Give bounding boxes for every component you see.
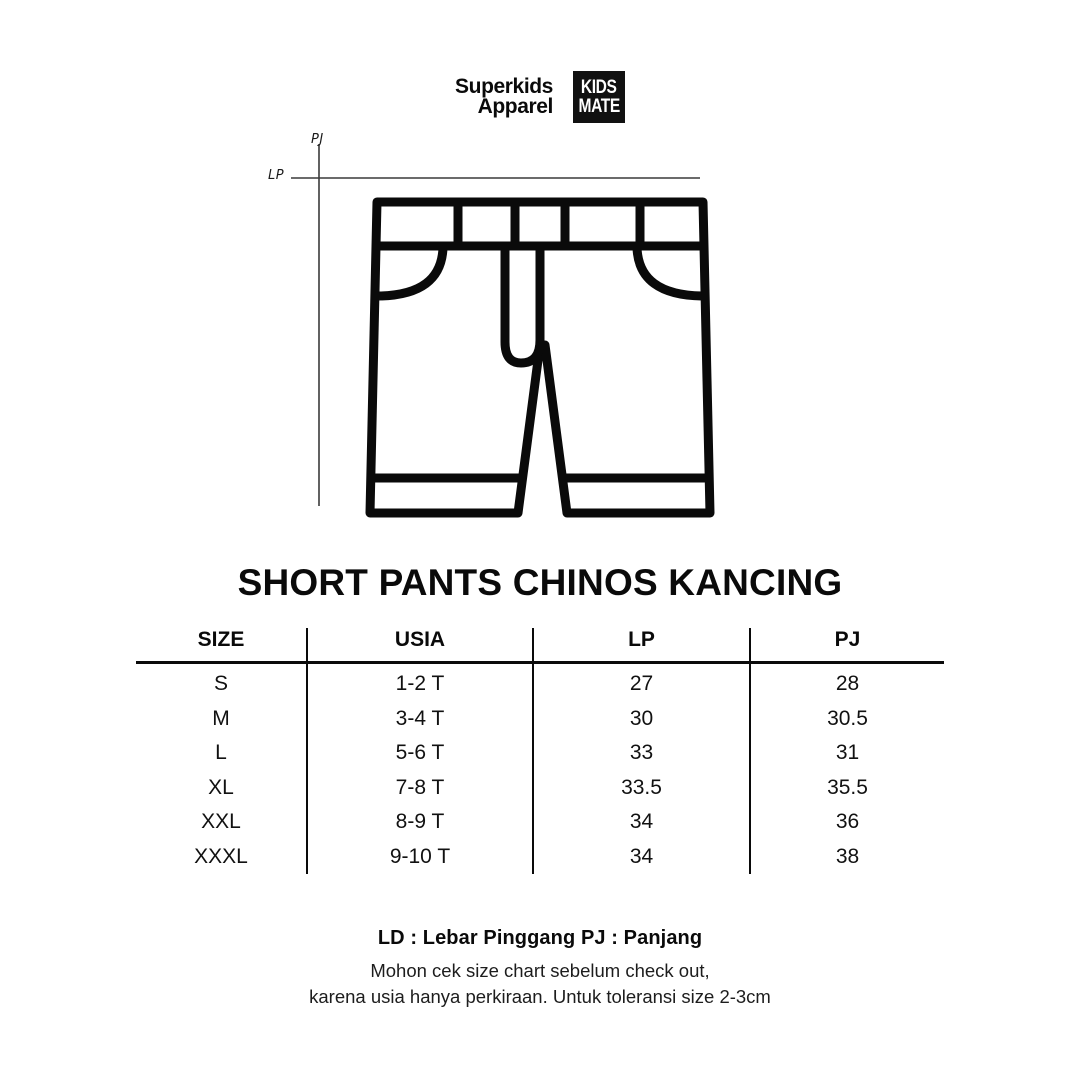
badge-line1: KIDS [581, 77, 617, 98]
pocket-opening-left [378, 247, 448, 301]
cell-lp: 27 [532, 662, 750, 702]
cell-size: S [213, 672, 228, 696]
cell-pj: 36 [749, 805, 944, 840]
footer-note-line2: karena usia hanya perkiraan. Untuk toler… [309, 986, 771, 1008]
cell-lp: 33 [532, 736, 750, 771]
brand-wordmark: Superkids Apparel [455, 74, 554, 118]
page-title: SHORT PANTS CHINOS KANCING [237, 562, 843, 603]
table-body: S 1-2 T 27 28 M 3-4 T 30 30.5 L 5-6 T 33… [136, 662, 944, 874]
badge-line2: MATE [578, 96, 620, 117]
brand-wordmark-line2: Apparel [477, 95, 554, 118]
cell-size: XXXL [194, 844, 248, 868]
cell-size: XL [208, 775, 234, 799]
kidsmate-badge: KIDS MATE [572, 71, 625, 123]
column-header-lp: LP [532, 628, 750, 664]
cell-usia: 3-4 T [306, 701, 533, 736]
cell-lp: 34 [532, 805, 750, 840]
cell-size: L [215, 741, 227, 765]
cell-size: M [212, 706, 230, 730]
cell-usia: 8-9 T [306, 805, 533, 840]
table-row: M 3-4 T 30 30.5 [136, 701, 944, 736]
pocket-opening-right [632, 247, 703, 301]
brand-wordmark-line1: Superkids [455, 74, 553, 98]
column-header-usia: USIA [306, 628, 533, 664]
table-header-row: SIZE USIA LP PJ [136, 628, 944, 664]
footer-note-line1: Mohon cek size chart sebelum check out, [370, 960, 710, 981]
fly-placket [500, 248, 545, 368]
table-row: S 1-2 T 27 28 [136, 662, 944, 702]
pj-guide-label: PJ [311, 132, 324, 147]
cell-usia: 9-10 T [306, 839, 533, 874]
cell-lp: 30 [532, 701, 750, 736]
cell-usia: 5-6 T [306, 736, 533, 771]
cell-pj: 35.5 [749, 770, 944, 805]
cell-usia: 7-8 T [306, 770, 533, 805]
cell-pj: 30.5 [749, 701, 944, 736]
table-row: L 5-6 T 33 31 [136, 736, 944, 771]
table-row: XXL 8-9 T 34 36 [136, 805, 944, 840]
table-row: XXXL 9-10 T 34 38 [136, 839, 944, 874]
cell-pj: 28 [749, 662, 944, 702]
shorts-illustration [365, 197, 715, 518]
lp-guide-label: LP [268, 168, 285, 183]
cell-pj: 38 [749, 839, 944, 874]
cell-pj: 31 [749, 736, 944, 771]
cell-usia: 1-2 T [306, 662, 533, 702]
shorts-outline [365, 197, 715, 518]
cell-size: XXL [201, 810, 241, 834]
brand-header: Superkids Apparel KIDS MATE [0, 66, 1080, 128]
footer-notes: Mohon cek size chart sebelum check out, … [0, 958, 1080, 1011]
table-row: XL 7-8 T 33.5 35.5 [136, 770, 944, 805]
cell-lp: 34 [532, 839, 750, 874]
table-head: SIZE USIA LP PJ [136, 628, 944, 664]
size-chart-table: SIZE USIA LP PJ S 1-2 T 27 28 M 3-4 T 30 [136, 628, 944, 874]
measurement-legend: LD : Lebar Pinggang PJ : Panjang [377, 927, 703, 949]
column-header-pj: PJ [749, 628, 944, 664]
size-chart-table-wrapper: SIZE USIA LP PJ S 1-2 T 27 28 M 3-4 T 30 [136, 628, 944, 874]
cell-lp: 33.5 [532, 770, 750, 805]
column-header-size: SIZE [136, 628, 307, 664]
